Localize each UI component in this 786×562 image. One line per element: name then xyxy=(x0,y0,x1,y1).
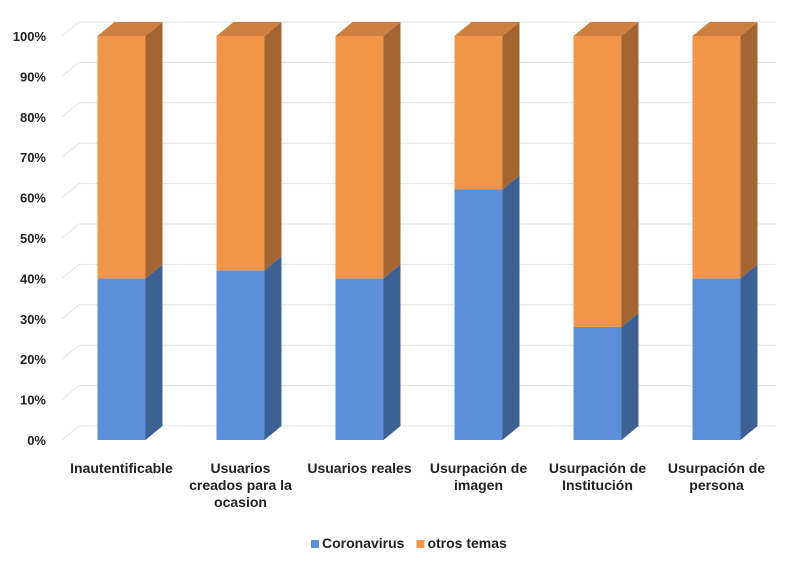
bar-side xyxy=(383,264,401,440)
bar-side xyxy=(145,264,163,440)
bar-segment xyxy=(216,256,282,440)
bar-front xyxy=(692,278,741,440)
bar-segment xyxy=(335,22,401,279)
y-tick-label: 60% xyxy=(20,191,46,206)
bar-side xyxy=(264,22,282,271)
y-tick-label: 20% xyxy=(20,352,46,367)
bar-front xyxy=(97,278,146,440)
gridline xyxy=(61,61,776,77)
bars xyxy=(97,22,758,440)
gridline xyxy=(61,344,776,360)
y-tick-label: 90% xyxy=(20,69,46,84)
y-tick-label: 10% xyxy=(20,393,46,408)
bar-segment xyxy=(97,22,163,279)
bar-front xyxy=(454,36,503,190)
bar-stack xyxy=(335,22,401,440)
category-label: Usurpación de persona xyxy=(668,460,765,493)
bar-segment xyxy=(454,175,520,440)
bar-stack xyxy=(454,22,520,440)
legend-swatch xyxy=(416,540,425,548)
legend-label: Coronavirus xyxy=(322,535,405,551)
y-tick-label: 80% xyxy=(20,110,46,125)
bar-front xyxy=(335,278,384,440)
bar-segment xyxy=(216,22,282,271)
gridline xyxy=(61,183,776,198)
bar-front xyxy=(454,189,503,440)
bar-stack xyxy=(573,22,639,440)
bar-front xyxy=(335,36,384,279)
legend-label: otros temas xyxy=(427,535,507,551)
bar-top xyxy=(335,22,401,36)
bar-front xyxy=(573,326,622,440)
gridline xyxy=(61,425,776,441)
category-label: Usuarios reales xyxy=(307,460,411,476)
bar-side xyxy=(621,22,639,327)
bar-top xyxy=(454,22,520,36)
bar-side xyxy=(145,22,163,279)
bar-side xyxy=(740,22,758,279)
bar-segment xyxy=(335,264,401,440)
bar-front xyxy=(216,36,265,271)
gridline xyxy=(61,21,776,37)
bar-side xyxy=(383,22,401,279)
legend-swatch xyxy=(311,540,319,548)
bar-side xyxy=(502,175,520,440)
bar-segment xyxy=(97,264,163,440)
gridline xyxy=(61,142,776,158)
gridlines xyxy=(61,21,776,441)
bar-side xyxy=(264,256,282,440)
bar-stack xyxy=(97,22,163,440)
legend: Coronavirus otros temas xyxy=(311,535,507,551)
category-label: Usuarios creados para la ocasion xyxy=(189,460,292,510)
gridline xyxy=(61,304,776,320)
legend-item: Coronavirus xyxy=(311,535,405,551)
bar-front xyxy=(216,270,265,440)
y-tick-label: 40% xyxy=(20,271,46,286)
y-tick-label: 70% xyxy=(20,150,46,165)
bar-segment xyxy=(573,312,639,440)
category-label: Inautentificable xyxy=(70,460,173,476)
bar-front xyxy=(97,36,146,279)
bar-side xyxy=(621,312,639,440)
bar-segment xyxy=(454,22,520,190)
bar-top xyxy=(216,22,282,36)
bar-side xyxy=(502,22,520,190)
bar-side xyxy=(740,264,758,440)
gridline xyxy=(61,102,776,118)
x-axis-labels: Inautentificable Usuarios creados para la o… xyxy=(70,460,765,510)
bar-stack xyxy=(692,22,758,440)
y-tick-label: 100% xyxy=(13,29,47,44)
category-label: Usurpación de Institución xyxy=(549,460,646,493)
legend-item: otros temas xyxy=(416,535,507,551)
y-tick-label: 30% xyxy=(20,312,46,327)
bar-segment xyxy=(573,22,639,327)
bar-top xyxy=(692,22,758,36)
category-label: Usurpación de imagen xyxy=(430,460,527,493)
gridline xyxy=(61,385,776,400)
gridline xyxy=(61,223,776,239)
bar-front xyxy=(573,36,622,327)
bar-top xyxy=(97,22,163,36)
y-tick-label: 0% xyxy=(27,433,46,448)
bar-stack xyxy=(216,22,282,440)
bar-top xyxy=(573,22,639,36)
y-tick-label: 50% xyxy=(20,231,46,246)
bar-segment xyxy=(692,264,758,440)
y-axis: 0% 10% 20% 30% 40% 50% 60% 70% 80% 90% 100% xyxy=(13,29,47,448)
gridline xyxy=(61,263,776,279)
bar-front xyxy=(692,36,741,279)
bar-segment xyxy=(692,22,758,279)
